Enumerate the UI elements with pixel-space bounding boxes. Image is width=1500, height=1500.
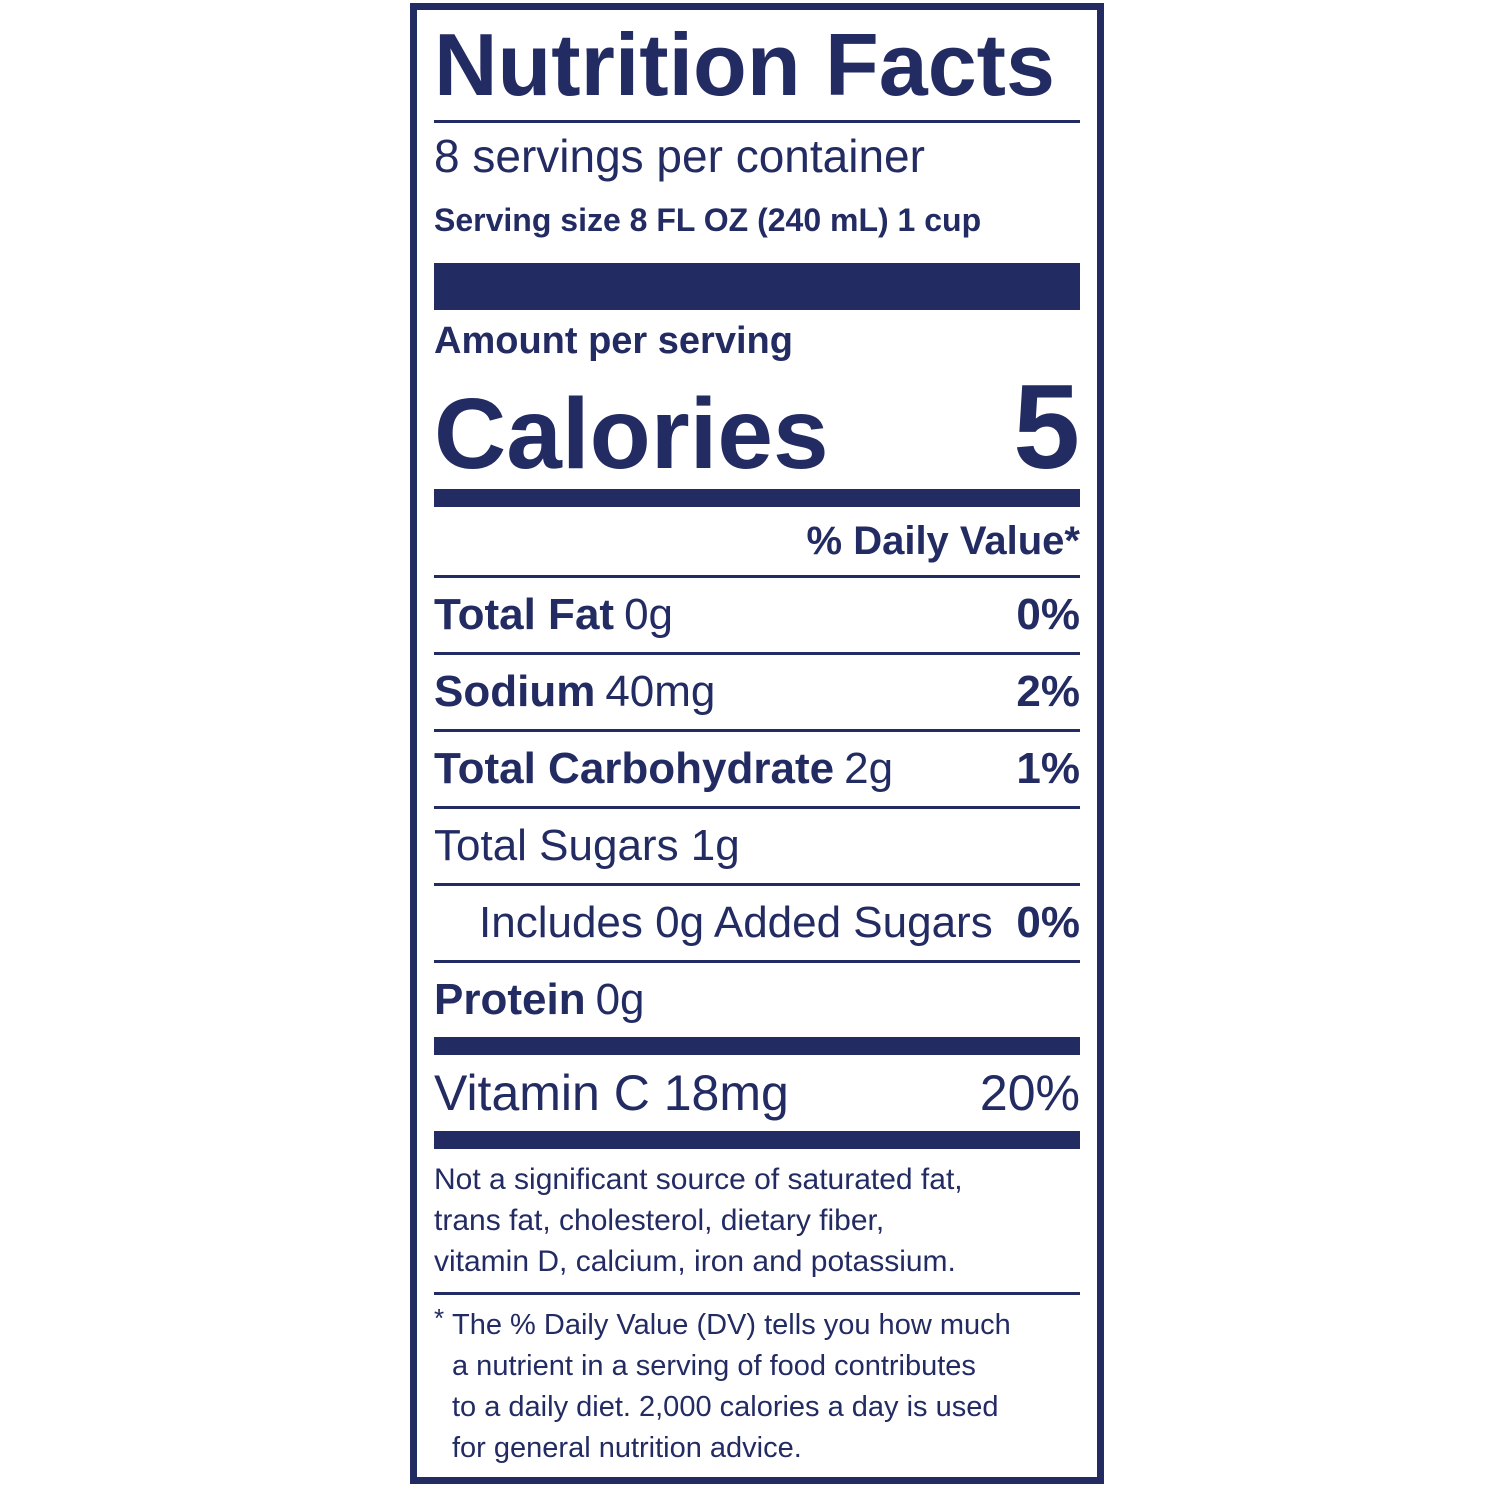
not-significant-line: vitamin D, calcium, iron and potassium. <box>434 1245 956 1278</box>
calories-row: Calories 5 <box>434 360 1080 494</box>
medium-bar <box>434 1131 1080 1149</box>
medium-bar <box>434 1037 1080 1055</box>
nutrient-amount-total-carbohydrate: 2g <box>844 744 894 793</box>
vitamin-row-vitamin-c: Vitamin C 18mg 20% <box>434 1055 1080 1131</box>
footnote-line: The % Daily Value (DV) tells you how muc… <box>452 1309 1011 1341</box>
not-significant-line: trans fat, cholesterol, dietary fiber, <box>434 1204 885 1237</box>
nutrient-amount-sodium: 40mg <box>605 667 716 716</box>
nutrient-dv-sodium: 2% <box>1016 667 1080 716</box>
nutrient-amount-protein: 0g <box>595 975 645 1024</box>
nutrient-dv-added-sugars: 0% <box>1016 898 1080 947</box>
not-significant-statement: Not a significant source of saturated fa… <box>434 1149 1080 1295</box>
calories-label: Calories <box>434 378 829 490</box>
calories-value: 5 <box>1013 360 1080 494</box>
servings-per-container: 8 servings per container <box>434 130 925 182</box>
nutrient-row-sodium: Sodium 40mg 2% <box>434 655 1080 732</box>
nutrient-row-total-carbohydrate: Total Carbohydrate 2g 1% <box>434 732 1080 809</box>
nutrient-row-added-sugars: Includes 0g Added Sugars 0% <box>434 886 1080 963</box>
vitamin-name-vitamin-c: Vitamin C 18mg <box>434 1065 789 1121</box>
footnote-line: for general nutrition advice. <box>452 1432 802 1464</box>
nutrient-name-protein: Protein <box>434 975 586 1024</box>
nutrient-name-added-sugars: Includes 0g Added Sugars <box>479 898 993 947</box>
nutrient-row-total-sugars: Total Sugars 1g <box>434 809 1080 886</box>
vitamin-dv-vitamin-c: 20% <box>979 1065 1080 1121</box>
nutrition-facts-label: Nutrition Facts 8 servings per container… <box>410 3 1104 1484</box>
nutrient-amount-total-fat: 0g <box>624 590 674 639</box>
footnote-line: to a daily diet. 2,000 calories a day is… <box>452 1391 999 1423</box>
medium-bar <box>434 489 1080 507</box>
not-significant-line: Not a significant source of saturated fa… <box>434 1163 963 1196</box>
amount-per-serving: Amount per serving <box>434 320 793 362</box>
nutrient-row-total-fat: Total Fat 0g 0% <box>434 578 1080 655</box>
label-title: Nutrition Facts <box>434 10 1080 123</box>
nutrient-dv-total-carbohydrate: 1% <box>1016 744 1080 793</box>
footnote-line: a nutrient in a serving of food contribu… <box>452 1350 976 1382</box>
nutrient-name-total-carbohydrate: Total Carbohydrate <box>434 744 835 793</box>
footnote-asterisk: * <box>434 1303 445 1333</box>
nutrient-name-total-sugars: Total Sugars 1g <box>434 821 740 870</box>
footnote: * The % Daily Value (DV) tells you how m… <box>434 1295 1080 1469</box>
thick-bar <box>434 263 1080 310</box>
daily-value-header: % Daily Value* <box>434 507 1080 578</box>
nutrient-row-protein: Protein 0g <box>434 963 1080 1037</box>
nutrient-name-total-fat: Total Fat <box>434 590 615 639</box>
nutrient-name-sodium: Sodium <box>434 667 596 716</box>
serving-size: Serving size 8 FL OZ (240 mL) 1 cup <box>434 202 982 238</box>
nutrient-dv-total-fat: 0% <box>1016 590 1080 639</box>
